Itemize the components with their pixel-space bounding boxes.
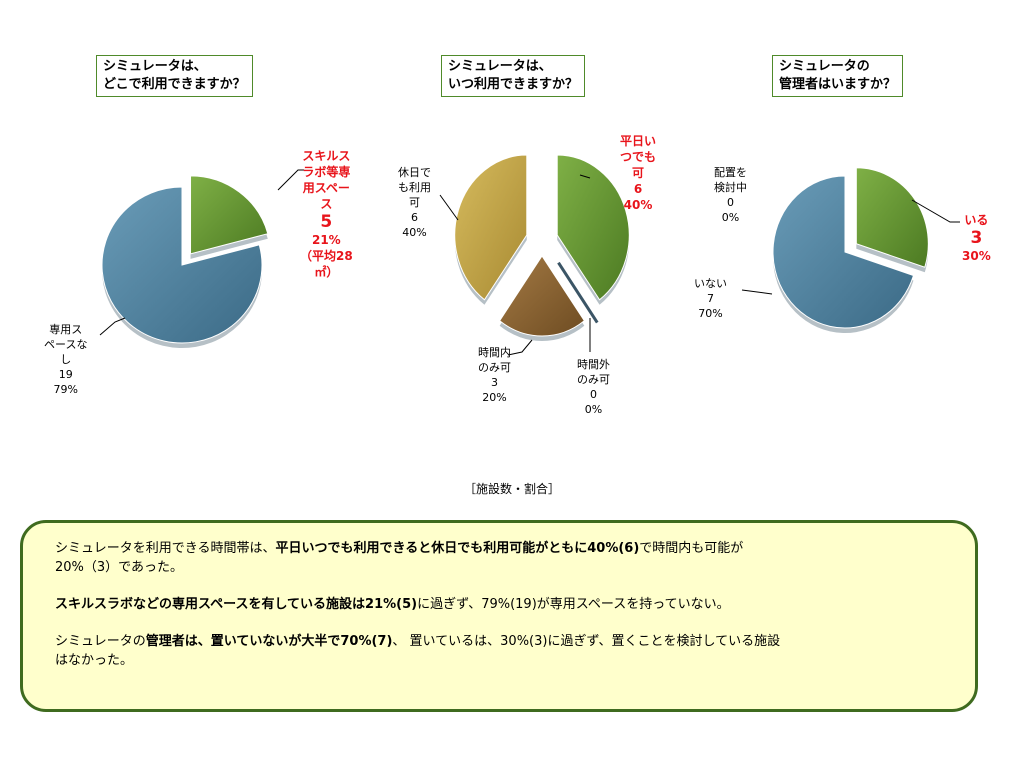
caption: ［施設数・割合］	[463, 482, 560, 496]
chart3-question: シミュレータの 管理者はいますか？	[772, 55, 904, 97]
chart3-slice-0	[855, 167, 929, 268]
chart2-slice-3	[454, 154, 528, 301]
chart1-slice-1	[101, 186, 263, 344]
chart1-slice-0	[190, 175, 269, 255]
label-weekday-anytime: 平日い つでも 可 6 40%	[620, 134, 657, 212]
label-skills-lab: スキルス ラボ等専 用スペー ス 5 21% （平均28 ㎡）	[300, 149, 353, 279]
label-has-manager: いる 3 30%	[962, 213, 991, 263]
label-no-space: 専用ス ペースな し 19 79%	[44, 323, 88, 396]
label-no-manager: いない 7 70%	[694, 277, 727, 320]
label-in-hours: 時間内 のみ可 3 20%	[478, 346, 511, 404]
chart2-slice-0	[556, 154, 630, 301]
chart1-question: シミュレータは、 どこで利用できますか？	[96, 55, 253, 97]
label-holiday: 休日で も利用 可 6 40%	[398, 166, 431, 239]
label-out-hours: 時間外 のみ可 0 0%	[577, 358, 610, 416]
summary-box: シミュレータを利用できる時間帯は、平日いつでも利用できると休日でも利用可能がとも…	[20, 520, 978, 712]
chart3-slice-1	[772, 175, 915, 329]
chart2-slice-2	[499, 255, 585, 337]
summary-paragraph-2: スキルスラボなどの専用スペースを有している施設は21%(5)に過ぎず、79%(1…	[55, 597, 730, 612]
chart2-slice-1	[557, 261, 599, 324]
summary-paragraph-1: シミュレータを利用できる時間帯は、平日いつでも利用できると休日でも利用可能がとも…	[55, 541, 744, 575]
leader-lines	[99, 169, 960, 356]
summary-paragraph-3: シミュレータの管理者は、置いていないが大半で70%(7)、 置いているは、30%…	[55, 634, 781, 668]
label-considering: 配置を 検討中 0 0%	[714, 166, 747, 224]
chart2-question: シミュレータは、 いつ利用できますか？	[441, 55, 586, 97]
